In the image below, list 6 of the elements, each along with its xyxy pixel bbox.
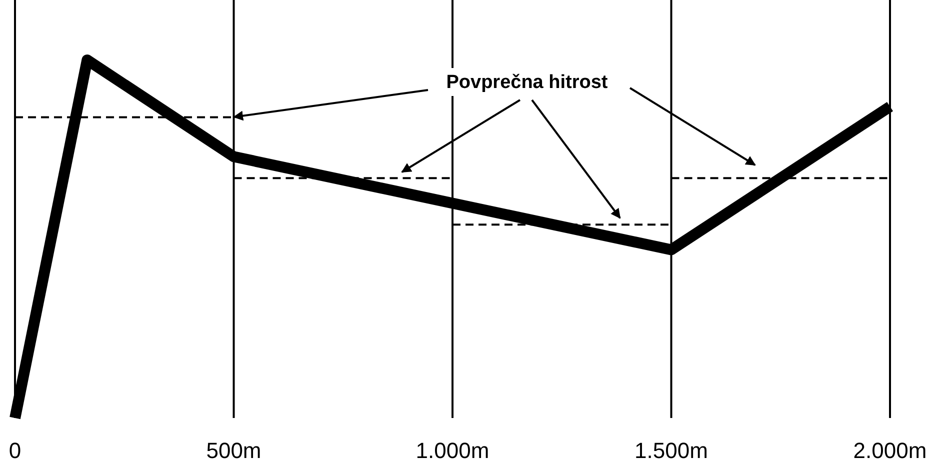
x-tick-label: 500m [206,438,262,463]
x-tick-label: 0 [8,438,22,463]
x-tick-label: 2.000m [853,438,927,463]
annotation: Povprečna hitrost [446,72,608,93]
x-tick-label: 1.000m [416,438,490,463]
x-tick-label: 1.500m [634,438,708,463]
